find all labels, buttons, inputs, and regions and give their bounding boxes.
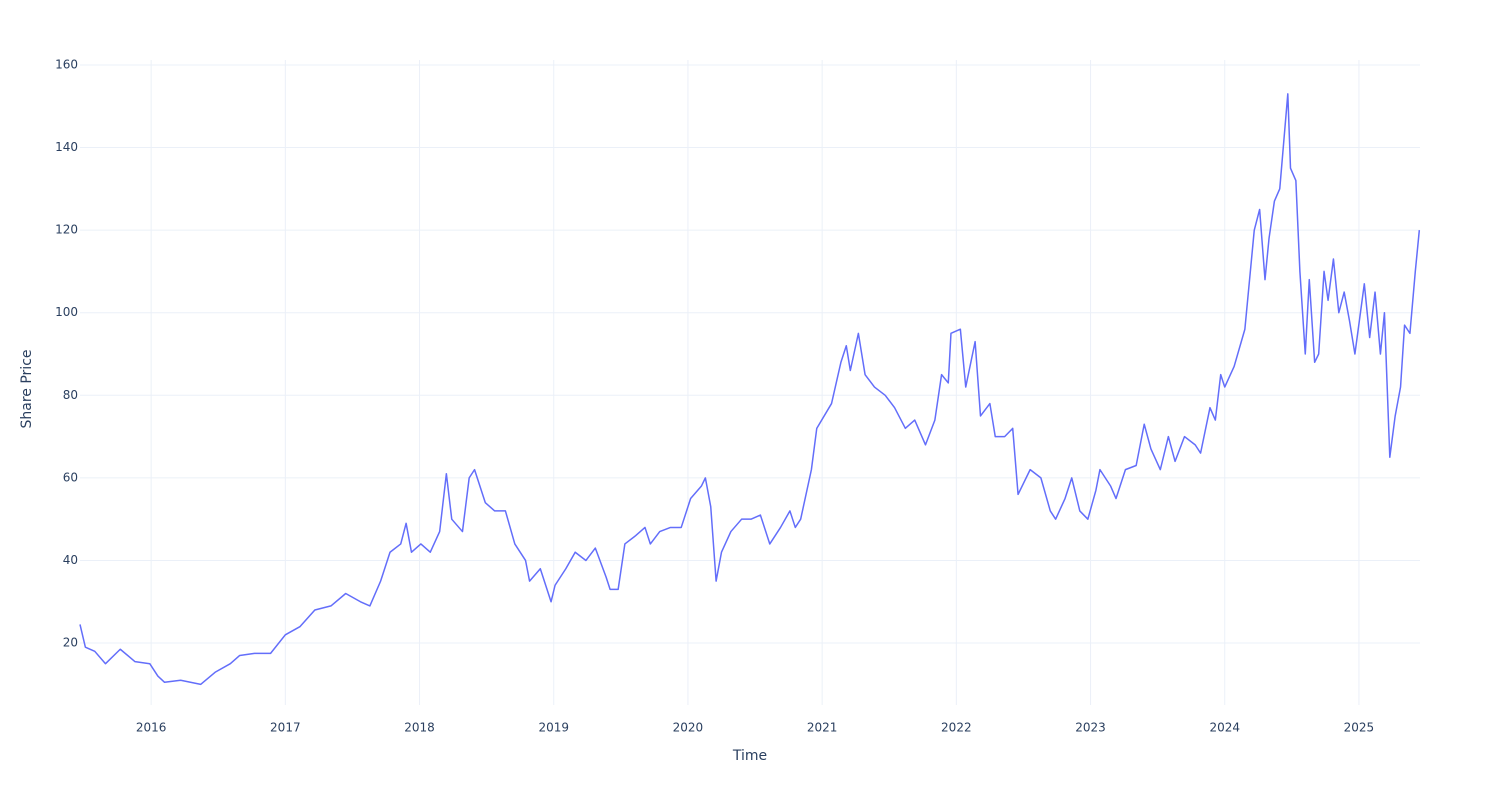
y-axis-title: Share Price bbox=[19, 349, 35, 428]
y-tick-label: 80 bbox=[63, 388, 78, 402]
x-tick-label: 2022 bbox=[941, 721, 972, 735]
x-tick-label: 2021 bbox=[807, 721, 838, 735]
line-series bbox=[79, 93, 1421, 686]
grid bbox=[80, 60, 1420, 705]
y-tick-label: 20 bbox=[63, 636, 78, 650]
y-tick-label: 140 bbox=[55, 140, 78, 154]
plot-area bbox=[79, 93, 1421, 686]
x-tick-label: 2019 bbox=[538, 721, 569, 735]
x-tick-label: 2020 bbox=[673, 721, 704, 735]
y-tick-label: 160 bbox=[55, 57, 78, 71]
x-tick-label: 2016 bbox=[136, 721, 167, 735]
x-tick-label: 2017 bbox=[270, 721, 301, 735]
x-tick-label: 2025 bbox=[1344, 721, 1375, 735]
x-tick-label: 2024 bbox=[1209, 721, 1240, 735]
x-tick-label: 2018 bbox=[404, 721, 435, 735]
x-axis-title: Time bbox=[732, 748, 767, 764]
y-tick-label: 60 bbox=[63, 470, 78, 484]
x-tick-label: 2023 bbox=[1075, 721, 1106, 735]
y-tick-label: 120 bbox=[55, 223, 78, 237]
y-tick-label: 40 bbox=[63, 553, 78, 567]
y-tick-label: 100 bbox=[55, 305, 78, 319]
